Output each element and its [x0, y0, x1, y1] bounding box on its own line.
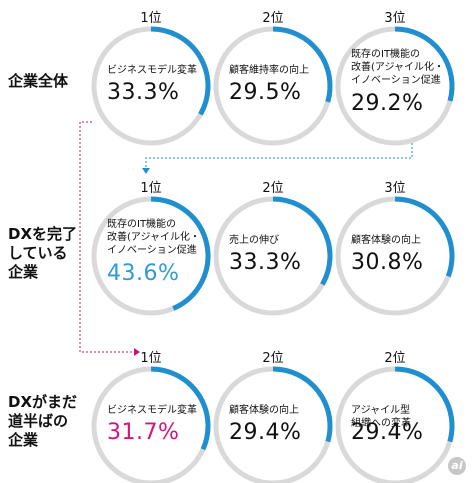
- rank-label: 1位: [140, 11, 162, 26]
- row-label-0: 企業全体: [8, 72, 69, 90]
- ring-value-arc: [272, 196, 333, 286]
- item-label: 顧客維持率の向上: [229, 65, 309, 76]
- rank-label: 3位: [384, 11, 406, 26]
- ring-value-arc: [394, 366, 455, 443]
- rank-label: 1位: [140, 181, 162, 196]
- item-value: 29.2%: [351, 91, 424, 116]
- item-value: 29.4%: [229, 420, 302, 445]
- connector-line-left: [79, 121, 136, 353]
- rank-label: 2位: [384, 351, 406, 366]
- item-label: 既存のIT機能の 改善(アジャイル化・ イノベーション促進: [107, 219, 201, 256]
- item-value: 29.4%: [351, 420, 424, 445]
- rank-label: 2位: [262, 181, 284, 196]
- item-value: 33.3%: [107, 80, 180, 105]
- item-value: 43.6%: [107, 261, 180, 286]
- item-label: 売上の伸び: [229, 235, 279, 246]
- connector-line-top: [145, 139, 413, 170]
- item-value: 31.7%: [107, 420, 180, 445]
- ring-value-arc: [272, 26, 333, 103]
- item-label: 顧客体験の向上: [229, 405, 299, 416]
- item-label: ビジネスモデル変革: [107, 405, 197, 416]
- item-value: 33.3%: [229, 250, 302, 275]
- row-label-1: DXを完了 している 企業: [8, 225, 78, 281]
- connector-arrow-left: [134, 348, 140, 356]
- ring-value-arc: [394, 26, 455, 102]
- ring-value-arc: [150, 196, 211, 311]
- item-label: 顧客体験の向上: [351, 235, 421, 246]
- rank-label: 1位: [140, 351, 162, 366]
- item-value: 29.5%: [229, 80, 302, 105]
- ring-value-arc: [150, 26, 211, 116]
- watermark-logo: ai: [448, 457, 466, 475]
- ring-value-arc: [272, 366, 333, 443]
- item-value: 30.8%: [351, 250, 424, 275]
- item-label: 既存のIT機能の 改善(アジャイル化・ イノベーション促進: [351, 49, 445, 86]
- connector-arrow-top: [142, 168, 150, 174]
- rank-label: 3位: [384, 181, 406, 196]
- item-label: ビジネスモデル変革: [107, 65, 197, 76]
- item-label: アジャイル型 組織への変革: [351, 405, 411, 429]
- ring-value-arc: [150, 366, 211, 451]
- rank-label: 2位: [262, 11, 284, 26]
- rank-label: 2位: [262, 351, 284, 366]
- ring-value-arc: [394, 196, 455, 278]
- row-label-2: DXがまだ 道半ばの 企業: [8, 393, 78, 449]
